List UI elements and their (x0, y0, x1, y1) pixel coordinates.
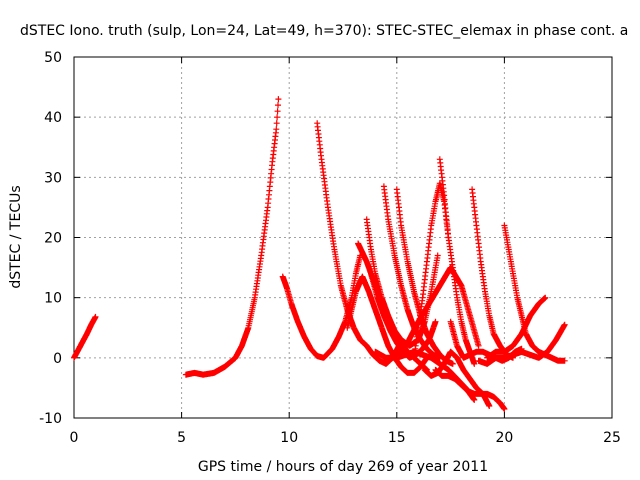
series-19-points (501, 222, 568, 364)
chart-title: dSTEC Iono. truth (sulp, Lon=24, Lat=49,… (20, 23, 628, 39)
series-16-points (432, 366, 508, 412)
axis-ticks: 0 5 10 15 20 25 -10 0 10 20 30 40 50 (39, 50, 621, 446)
x-tick-label: 5 (177, 430, 186, 446)
x-tick-label: 25 (603, 430, 621, 446)
y-tick-label: 50 (44, 50, 62, 66)
series-15-points (436, 156, 478, 367)
series-5 (344, 273, 430, 376)
grid (74, 57, 612, 418)
x-tick-label: 15 (388, 430, 406, 446)
series-19 (501, 222, 568, 364)
series-1-points (71, 313, 99, 361)
series-20-points (475, 321, 568, 367)
y-tick-label: 30 (44, 170, 62, 186)
series-15 (436, 156, 478, 367)
y-tick-label: 10 (44, 291, 62, 307)
series-5-points (344, 273, 430, 376)
x-tick-label: 0 (70, 430, 79, 446)
x-tick-label: 10 (280, 430, 298, 446)
series-21-points (484, 294, 549, 361)
series-16 (432, 366, 508, 412)
series-20 (475, 321, 568, 367)
data-marks (71, 96, 568, 412)
series-21 (484, 294, 549, 361)
y-axis-label: dSTEC / TECUs (8, 185, 24, 288)
x-axis-label: GPS time / hours of day 269 of year 2011 (198, 459, 488, 475)
y-tick-label: -10 (39, 411, 62, 427)
y-tick-label: 0 (53, 351, 62, 367)
series-2-points (182, 96, 282, 378)
series-1 (71, 313, 99, 361)
series-2 (182, 96, 282, 378)
y-tick-label: 40 (44, 110, 62, 126)
y-tick-label: 20 (44, 231, 62, 247)
x-tick-label: 20 (495, 430, 513, 446)
